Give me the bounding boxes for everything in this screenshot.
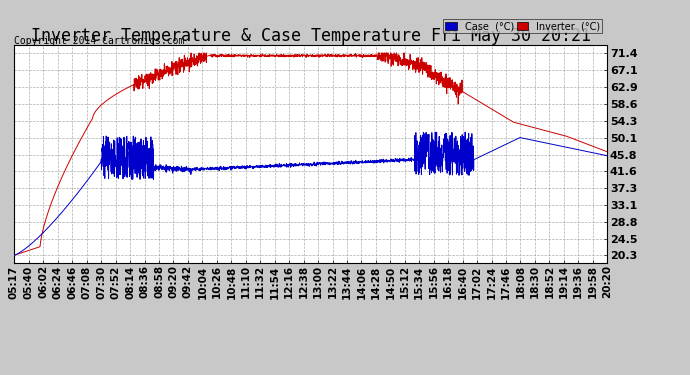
Title: Inverter Temperature & Case Temperature Fri May 30 20:21: Inverter Temperature & Case Temperature … — [30, 27, 591, 45]
Text: Copyright 2014 Cartronics.com: Copyright 2014 Cartronics.com — [14, 36, 184, 46]
Legend: Case  (°C), Inverter  (°C): Case (°C), Inverter (°C) — [443, 20, 602, 33]
